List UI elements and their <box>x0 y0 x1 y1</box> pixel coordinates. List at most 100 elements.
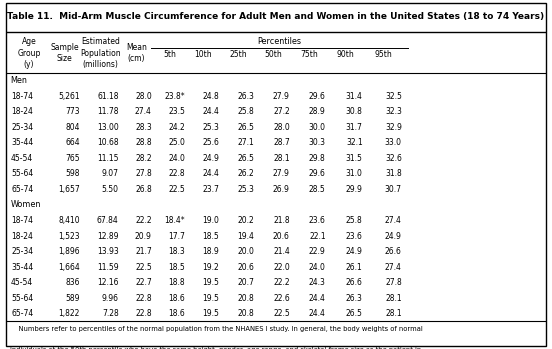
Text: Sample
Size: Sample Size <box>51 43 79 63</box>
Text: 26.6: 26.6 <box>385 247 402 256</box>
Text: 24.0: 24.0 <box>168 154 185 163</box>
Text: 29.9: 29.9 <box>346 185 363 194</box>
Text: 45-54: 45-54 <box>11 278 33 287</box>
Text: 30.3: 30.3 <box>309 138 326 147</box>
Text: 22.5: 22.5 <box>168 185 185 194</box>
Text: 22.6: 22.6 <box>273 294 290 303</box>
Text: 28.8: 28.8 <box>135 138 152 147</box>
Text: 23.6: 23.6 <box>346 231 363 240</box>
Text: 30.7: 30.7 <box>385 185 402 194</box>
Text: Age
Group
(y): Age Group (y) <box>17 37 41 69</box>
Text: 22.9: 22.9 <box>309 247 326 256</box>
Text: 26.9: 26.9 <box>273 185 290 194</box>
Text: 17.7: 17.7 <box>168 231 185 240</box>
Text: 25.3: 25.3 <box>202 123 219 132</box>
Text: 21.7: 21.7 <box>135 247 152 256</box>
Text: 55-64: 55-64 <box>11 294 33 303</box>
Text: 9.07: 9.07 <box>102 169 119 178</box>
Text: 19.4: 19.4 <box>237 231 254 240</box>
Text: 19.0: 19.0 <box>202 216 219 225</box>
Text: 24.9: 24.9 <box>346 247 363 256</box>
Text: 23.8*: 23.8* <box>164 92 185 101</box>
Text: 25-34: 25-34 <box>11 123 33 132</box>
Text: 27.4: 27.4 <box>135 107 152 116</box>
Text: 24.4: 24.4 <box>309 309 326 318</box>
Text: 29.6: 29.6 <box>309 169 326 178</box>
Text: 55-64: 55-64 <box>11 169 33 178</box>
Text: 18.6: 18.6 <box>168 309 185 318</box>
Text: 5th: 5th <box>163 50 176 59</box>
Text: 22.0: 22.0 <box>273 262 290 272</box>
Text: 24.9: 24.9 <box>385 231 402 240</box>
Text: 26.3: 26.3 <box>346 294 363 303</box>
Text: 26.1: 26.1 <box>346 262 363 272</box>
Text: 28.3: 28.3 <box>135 123 152 132</box>
Text: 61.18: 61.18 <box>97 92 119 101</box>
Text: 75th: 75th <box>300 50 318 59</box>
Text: 20.7: 20.7 <box>237 278 254 287</box>
Text: 29.6: 29.6 <box>309 92 326 101</box>
Text: 10th: 10th <box>195 50 212 59</box>
Text: 28.0: 28.0 <box>273 123 290 132</box>
Text: 27.4: 27.4 <box>385 262 402 272</box>
Text: 11.59: 11.59 <box>97 262 119 272</box>
Text: 22.2: 22.2 <box>135 216 152 225</box>
Text: 67.84: 67.84 <box>97 216 119 225</box>
Text: 19.5: 19.5 <box>202 294 219 303</box>
Text: 45-54: 45-54 <box>11 154 33 163</box>
Text: 598: 598 <box>66 169 80 178</box>
Text: 25.8: 25.8 <box>237 107 254 116</box>
Text: 20.9: 20.9 <box>135 231 152 240</box>
Text: Women: Women <box>10 200 41 209</box>
Text: 21.8: 21.8 <box>273 216 290 225</box>
Text: 21.4: 21.4 <box>273 247 290 256</box>
Text: Men: Men <box>10 76 28 85</box>
Text: 13.00: 13.00 <box>97 123 119 132</box>
Text: 31.0: 31.0 <box>346 169 363 178</box>
Text: 23.7: 23.7 <box>202 185 219 194</box>
Text: 65-74: 65-74 <box>11 185 33 194</box>
Text: 11.78: 11.78 <box>97 107 119 116</box>
Text: 24.2: 24.2 <box>168 123 185 132</box>
Text: Mean
(cm): Mean (cm) <box>126 43 147 63</box>
Text: 65-74: 65-74 <box>11 309 33 318</box>
Text: individuals at the 50th percentile who have the same height, gender, age range, : individuals at the 50th percentile who h… <box>10 347 421 349</box>
Text: Numbers refer to percentiles of the normal population from the NHANES I study. I: Numbers refer to percentiles of the norm… <box>10 326 423 332</box>
Text: 31.5: 31.5 <box>346 154 363 163</box>
Text: 773: 773 <box>66 107 80 116</box>
Text: 28.1: 28.1 <box>385 309 402 318</box>
Text: 20.6: 20.6 <box>273 231 290 240</box>
Text: 28.9: 28.9 <box>309 107 326 116</box>
Text: 18.3: 18.3 <box>168 247 185 256</box>
Text: 19.5: 19.5 <box>202 278 219 287</box>
Text: 32.1: 32.1 <box>346 138 363 147</box>
Text: 25.3: 25.3 <box>237 185 254 194</box>
Text: 18.5: 18.5 <box>168 262 185 272</box>
Text: 35-44: 35-44 <box>11 138 33 147</box>
Text: 25.0: 25.0 <box>168 138 185 147</box>
Text: 28.1: 28.1 <box>385 294 402 303</box>
Text: 5.50: 5.50 <box>102 185 119 194</box>
Text: 10.68: 10.68 <box>97 138 119 147</box>
Text: 31.4: 31.4 <box>346 92 363 101</box>
Text: 12.89: 12.89 <box>97 231 119 240</box>
Text: 7.28: 7.28 <box>102 309 119 318</box>
Text: 18-74: 18-74 <box>11 92 33 101</box>
Text: 90th: 90th <box>337 50 354 59</box>
Text: 765: 765 <box>66 154 80 163</box>
Text: 19.2: 19.2 <box>203 262 219 272</box>
Text: 35-44: 35-44 <box>11 262 33 272</box>
Text: 20.0: 20.0 <box>237 247 254 256</box>
Text: 50th: 50th <box>264 50 282 59</box>
Text: 18.5: 18.5 <box>203 231 219 240</box>
Text: 1,664: 1,664 <box>59 262 80 272</box>
Text: 32.3: 32.3 <box>385 107 402 116</box>
Text: 24.4: 24.4 <box>202 107 219 116</box>
Text: 20.8: 20.8 <box>237 309 254 318</box>
Text: 836: 836 <box>66 278 80 287</box>
Text: 27.8: 27.8 <box>135 169 152 178</box>
Text: 1,822: 1,822 <box>59 309 80 318</box>
Text: 27.4: 27.4 <box>385 216 402 225</box>
Text: 33.0: 33.0 <box>385 138 402 147</box>
Text: 11.15: 11.15 <box>97 154 119 163</box>
